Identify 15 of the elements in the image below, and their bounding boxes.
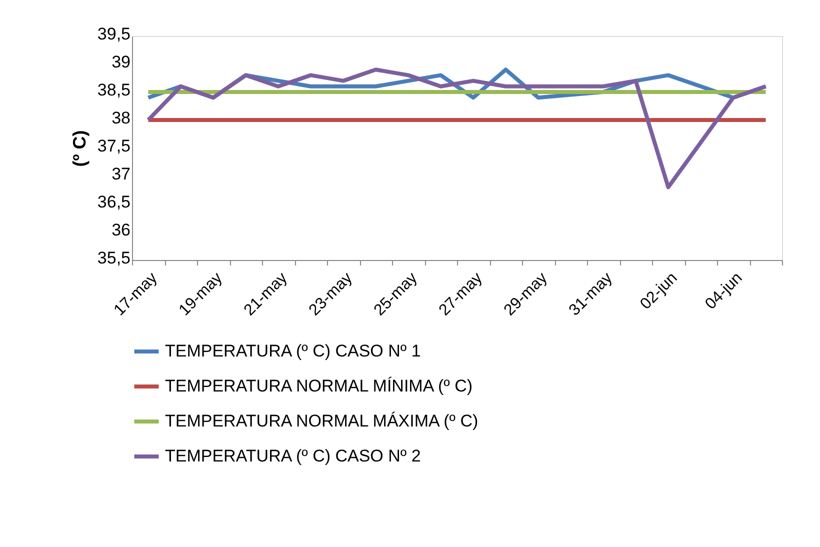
legend-label: TEMPERATURA (º C) CASO Nº 1: [165, 342, 421, 360]
legend-label: TEMPERATURA (º C) CASO Nº 2: [165, 446, 421, 466]
y-tick-label: 39,5: [97, 24, 130, 44]
y-tick-label: 39: [112, 52, 130, 72]
y-axis-title: (º C): [69, 130, 90, 167]
line-series: [146, 68, 768, 190]
legend-label: TEMPERATURA NORMAL MÍNIMA (º C): [165, 376, 473, 396]
y-tick-label: 37,5: [97, 136, 130, 156]
y-tick-label: 38: [112, 108, 130, 128]
legend-label: TEMPERATURA NORMAL MÁXIMA (º C): [165, 412, 478, 430]
y-tick-label: 38,5: [97, 80, 130, 100]
y-tick-label: 36,5: [97, 192, 130, 212]
y-tick-label: 36: [112, 220, 130, 240]
y-tick-label: 37: [112, 164, 130, 184]
y-tick-label: 35,5: [97, 248, 130, 268]
